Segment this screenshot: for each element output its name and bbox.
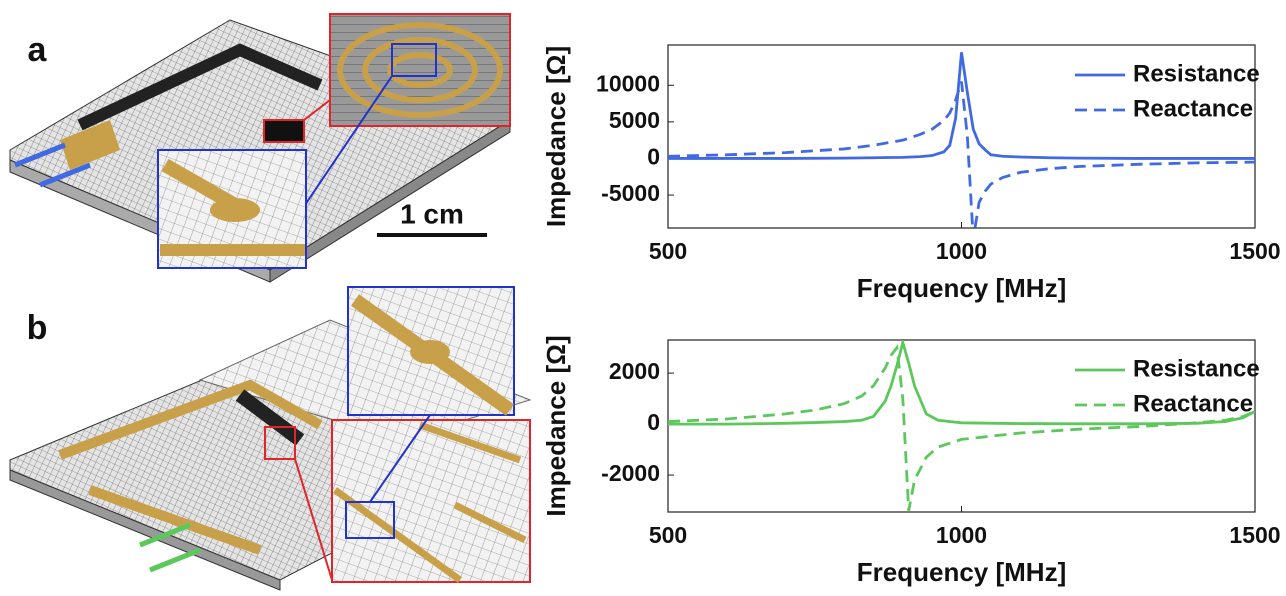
legend-label: Reactance bbox=[1133, 390, 1253, 417]
panel-label: a bbox=[28, 31, 48, 69]
y-tick-label: 0 bbox=[647, 144, 660, 170]
x-tick-label: 500 bbox=[649, 522, 687, 548]
panel-a-image bbox=[9, 13, 512, 283]
x-tick-label: 1500 bbox=[1229, 238, 1280, 264]
y-axis-label: Impedance [Ω] bbox=[541, 335, 571, 516]
plot-area bbox=[668, 340, 1255, 511]
y-tick-label: 5000 bbox=[609, 107, 660, 133]
legend-label: Resistance bbox=[1133, 60, 1260, 87]
series-line bbox=[668, 344, 1255, 511]
x-tick-label: 500 bbox=[649, 238, 687, 264]
x-axis-label: Frequency [MHz] bbox=[857, 557, 1066, 587]
y-tick-label: -2000 bbox=[601, 460, 660, 486]
panel-label: b bbox=[27, 309, 48, 347]
legend-label: Resistance bbox=[1133, 355, 1260, 382]
y-tick-label: 2000 bbox=[609, 358, 660, 384]
x-axis-label: Frequency [MHz] bbox=[857, 273, 1066, 303]
series-line bbox=[668, 81, 1255, 228]
x-tick-label: 1000 bbox=[936, 238, 987, 264]
panel-b-image bbox=[9, 286, 532, 591]
series-line bbox=[668, 340, 1255, 426]
legend-label: Reactance bbox=[1133, 95, 1253, 122]
y-tick-label: -5000 bbox=[601, 180, 660, 206]
x-tick-label: 1500 bbox=[1229, 522, 1280, 548]
x-tick-label: 1000 bbox=[936, 522, 987, 548]
scale-bar-label: 1 cm bbox=[400, 198, 464, 229]
y-tick-label: 10000 bbox=[596, 70, 660, 96]
y-tick-label: 0 bbox=[647, 409, 660, 435]
plot-area bbox=[668, 52, 1255, 228]
series-line bbox=[668, 52, 1255, 160]
y-axis-label: Impedance [Ω] bbox=[541, 46, 571, 227]
plot-frame bbox=[667, 44, 1256, 229]
